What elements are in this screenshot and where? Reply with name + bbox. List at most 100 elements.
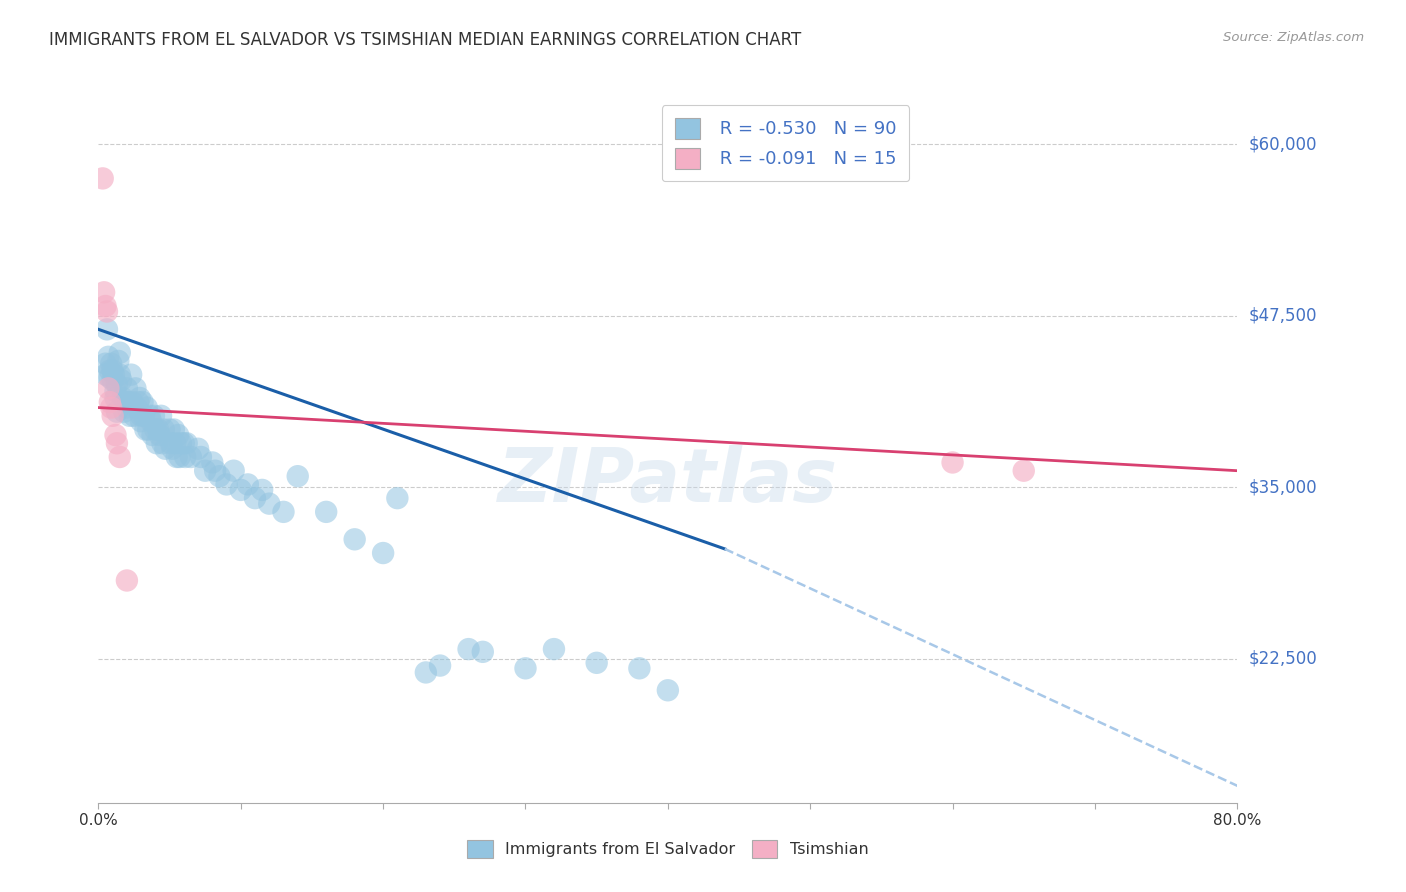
Point [131,395,153,409]
Point [160,436,183,450]
Point [134,423,156,437]
Point [208,469,231,483]
Point [98,395,121,409]
Point [104,384,127,398]
Point [163,423,186,437]
Point [98,363,121,377]
Point [124,381,146,395]
Point [115,401,138,415]
Point [101,363,124,377]
Point [457,642,479,657]
Point [101,373,124,387]
Point [105,436,128,450]
Point [155,442,177,456]
Point [136,423,159,437]
Point [215,477,238,491]
Point [127,395,149,409]
Point [343,533,366,547]
Point [429,658,451,673]
Point [108,450,131,464]
Point [657,683,679,698]
Point [94,299,117,313]
Point [100,401,122,415]
Point [190,450,212,464]
Text: $35,000: $35,000 [1249,478,1317,496]
Point [222,464,245,478]
Point [105,405,128,419]
Point [373,546,395,560]
Point [250,483,273,497]
Point [111,391,134,405]
Point [236,477,259,491]
Point [104,428,127,442]
Point [173,436,195,450]
Point [91,171,114,186]
Point [1012,464,1035,478]
Point [201,455,224,469]
Point [108,368,131,382]
Text: IMMIGRANTS FROM EL SALVADOR VS TSIMSHIAN MEDIAN EARNINGS CORRELATION CHART: IMMIGRANTS FROM EL SALVADOR VS TSIMSHIAN… [49,31,801,49]
Point [98,370,121,384]
Point [149,428,172,442]
Point [117,395,139,409]
Point [259,497,281,511]
Point [96,304,118,318]
Point [169,450,191,464]
Text: $22,500: $22,500 [1249,649,1317,668]
Point [243,491,266,505]
Point [108,345,131,359]
Point [135,401,157,415]
Text: ZIPatlas: ZIPatlas [498,445,838,518]
Point [104,391,127,405]
Point [94,368,117,382]
Point [118,409,141,423]
Point [153,423,176,437]
Point [115,574,138,588]
Point [112,405,135,419]
Point [115,381,138,395]
Text: Source: ZipAtlas.com: Source: ZipAtlas.com [1223,31,1364,45]
Point [101,409,124,423]
Point [122,409,145,423]
Point [93,285,115,300]
Point [142,409,165,423]
Point [120,368,142,382]
Point [415,665,437,680]
Point [97,350,120,364]
Point [204,464,226,478]
Point [139,414,162,428]
Point [942,455,965,469]
Point [515,661,537,675]
Point [174,450,197,464]
Point [132,409,155,423]
Point [194,464,217,478]
Point [128,391,150,405]
Point [176,436,198,450]
Point [100,357,122,371]
Point [125,401,148,415]
Text: $47,500: $47,500 [1249,307,1317,325]
Point [287,469,309,483]
Point [170,436,193,450]
Point [273,505,295,519]
Point [138,409,160,423]
Point [148,423,170,437]
Point [129,414,152,428]
Point [166,450,188,464]
Point [146,436,169,450]
Point [96,322,118,336]
Point [167,428,190,442]
Point [114,395,136,409]
Point [105,377,128,392]
Point [315,505,337,519]
Point [187,442,209,456]
Point [165,436,187,450]
Point [159,423,181,437]
Point [94,357,117,371]
Point [162,442,184,456]
Point [387,491,409,505]
Point [103,368,125,382]
Point [97,381,120,395]
Legend: Immigrants from El Salvador, Tsimshian: Immigrants from El Salvador, Tsimshian [460,831,876,866]
Point [141,428,163,442]
